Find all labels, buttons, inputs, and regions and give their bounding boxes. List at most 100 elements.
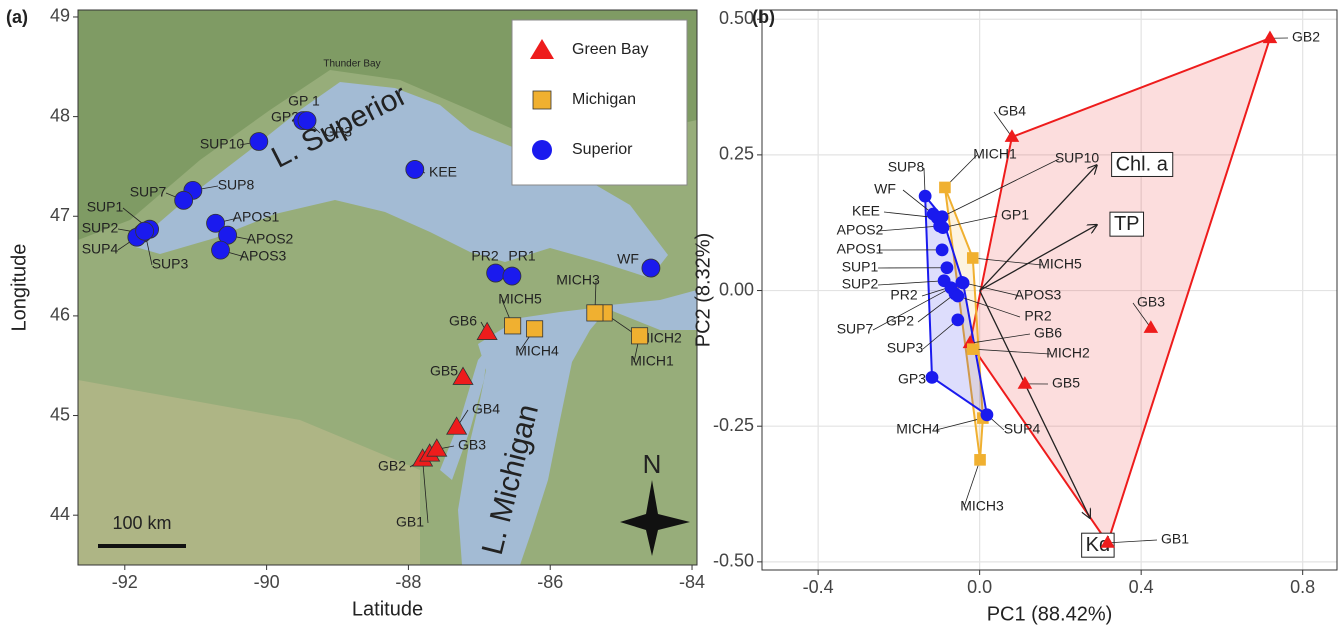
circle-marker xyxy=(642,259,660,277)
circle-marker xyxy=(250,133,268,151)
circle-marker xyxy=(937,222,949,234)
y-tick-label: 45 xyxy=(50,404,70,424)
point-label: SUP7 xyxy=(130,184,167,200)
square-marker xyxy=(967,344,978,355)
point-label: GB2 xyxy=(1292,29,1320,45)
point-label: APOS3 xyxy=(240,248,287,264)
point-label: SUP8 xyxy=(888,159,925,175)
x-tick-label: 0.4 xyxy=(1129,577,1154,597)
square-marker xyxy=(505,318,521,334)
point-label: GP1 xyxy=(1001,207,1029,223)
y-tick-label: 48 xyxy=(50,105,70,125)
point-label: PR2 xyxy=(471,248,498,264)
point-label: GB1 xyxy=(396,514,424,530)
figure: -92-90-88-86-84444546474849(a)LatitudeLo… xyxy=(0,0,1341,629)
y-tick-label: -0.25 xyxy=(713,415,754,435)
point-label: GB5 xyxy=(430,363,458,379)
y-tick-label: 46 xyxy=(50,305,70,325)
point-label: WF xyxy=(874,181,896,197)
legend: Green Bay Michigan Superior xyxy=(512,20,687,185)
circle-marker xyxy=(956,276,968,288)
point-label: MICH5 xyxy=(498,291,542,307)
point-label: GB6 xyxy=(449,313,477,329)
north-label: N xyxy=(643,449,662,479)
point-label: GB3 xyxy=(458,437,486,453)
point-label: SUP2 xyxy=(82,220,119,236)
square-marker xyxy=(587,305,603,321)
y-tick-label: 0.50 xyxy=(719,8,754,28)
point-label: GB3 xyxy=(1137,294,1165,310)
point-label: APOS1 xyxy=(233,209,280,225)
circle-marker xyxy=(941,262,953,274)
point-label: MICH5 xyxy=(1038,256,1082,272)
y-tick-label: 47 xyxy=(50,205,70,225)
point-label: PR2 xyxy=(1024,308,1051,324)
y-tick-label: -0.50 xyxy=(713,551,754,571)
point-label: GB1 xyxy=(1161,531,1189,547)
y-axis-title: PC2 (8.32%) xyxy=(692,233,714,348)
point-label: APOS2 xyxy=(837,222,884,238)
point-label: SUP3 xyxy=(152,256,189,272)
point-label: SUP3 xyxy=(887,340,924,356)
point-label: SUP1 xyxy=(842,259,879,275)
y-axis-title: Longitude xyxy=(8,244,30,332)
legend-marker xyxy=(533,91,551,109)
circle-marker xyxy=(952,314,964,326)
x-tick-label: -90 xyxy=(254,572,280,592)
point-label: SUP10 xyxy=(1055,150,1100,166)
point-label: APOS1 xyxy=(837,241,884,257)
legend-label: Superior xyxy=(572,141,633,158)
point-label: SUP4 xyxy=(82,241,119,257)
point-label: MICH1 xyxy=(973,146,1017,162)
point-label: GP2 xyxy=(886,313,914,329)
legend-label: Michigan xyxy=(572,91,636,108)
point-label: GB5 xyxy=(1052,375,1080,391)
square-marker xyxy=(527,321,543,337)
circle-marker xyxy=(919,190,931,202)
legend-label: Green Bay xyxy=(572,41,648,58)
circle-marker xyxy=(136,222,154,240)
x-axis-title: Latitude xyxy=(352,598,423,620)
x-tick-label: 0.0 xyxy=(967,577,992,597)
point-label: MICH1 xyxy=(630,353,674,369)
point-label: GP 1 xyxy=(288,93,320,109)
x-tick-label: -0.4 xyxy=(803,577,834,597)
point-label: MICH2 xyxy=(1046,345,1090,361)
point-label: GB2 xyxy=(378,458,406,474)
point-label: GB4 xyxy=(998,103,1026,119)
circle-marker xyxy=(175,191,193,209)
x-tick-label: -92 xyxy=(112,572,138,592)
circle-marker xyxy=(503,267,521,285)
loading-label: Chl. a xyxy=(1116,153,1169,175)
y-tick-label: 44 xyxy=(50,504,70,524)
scale-label: 100 km xyxy=(112,513,171,533)
point-label: SUP1 xyxy=(87,199,124,215)
point-label: GB4 xyxy=(472,401,500,417)
y-tick-label: 0.00 xyxy=(719,279,754,299)
x-tick-label: -88 xyxy=(395,572,421,592)
point-label: APOS2 xyxy=(247,231,294,247)
circle-marker xyxy=(212,241,230,259)
point-label: SUP10 xyxy=(200,136,245,152)
square-marker xyxy=(940,182,951,193)
x-tick-label: -84 xyxy=(679,572,705,592)
legend-marker xyxy=(532,140,552,160)
city-label: Thunder Bay xyxy=(323,59,380,70)
circle-marker xyxy=(487,264,505,282)
point-label: SUP4 xyxy=(1004,421,1041,437)
point-label: SUP7 xyxy=(837,321,874,337)
point-label: SUP2 xyxy=(842,276,879,292)
loading-label: TP xyxy=(1114,213,1140,235)
point-label: KEE xyxy=(852,203,880,219)
y-tick-label: 49 xyxy=(50,6,70,26)
circle-marker xyxy=(952,290,964,302)
circle-marker xyxy=(981,409,993,421)
panel-label: (a) xyxy=(6,7,28,27)
square-marker xyxy=(631,328,647,344)
x-tick-label: 0.8 xyxy=(1290,577,1315,597)
point-label: MICH3 xyxy=(960,498,1004,514)
point-label: WF xyxy=(617,251,639,267)
point-label: MICH4 xyxy=(515,343,559,359)
point-label: APOS3 xyxy=(1015,287,1062,303)
y-tick-label: 0.25 xyxy=(719,144,754,164)
